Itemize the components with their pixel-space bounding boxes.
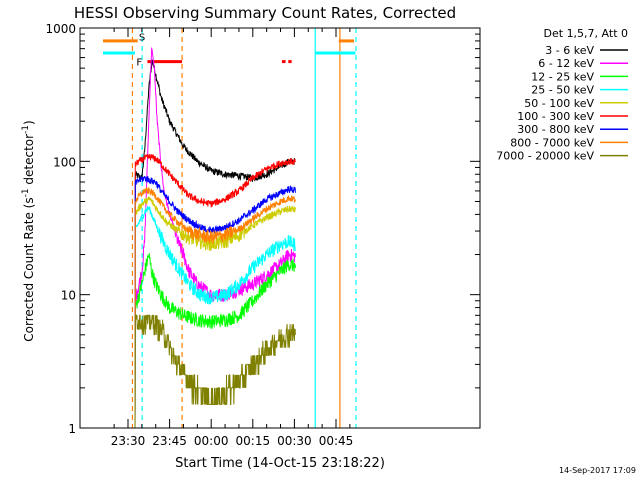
footer-date: 14-Sep-2017 17:09 — [559, 466, 636, 475]
y-axis-label-end: ) — [22, 120, 36, 125]
plot-frame — [79, 27, 481, 429]
x-tick-label-3: 00:15 — [236, 434, 271, 448]
legend-label-4: 50 - 100 keV — [524, 97, 594, 110]
y-tick-label-3: 1000 — [45, 22, 76, 36]
x-tick-label-5: 00:45 — [319, 434, 354, 448]
legend-label-8: 7000 - 20000 keV — [496, 150, 594, 163]
series-line-5 — [134, 153, 296, 428]
x-axis-label: Start Time (14-Oct-15 23:18:22) — [175, 456, 385, 471]
x-tick-label-1: 23:45 — [152, 434, 187, 448]
x-tick-label-4: 00:30 — [277, 434, 312, 448]
legend-label-7: 800 - 7000 keV — [510, 136, 594, 149]
series-line-0 — [134, 59, 296, 428]
series-line-7 — [134, 186, 296, 428]
y-axis-label-main: Corrected Count Rate (s — [22, 197, 36, 341]
y-tick-label-0: 1 — [68, 422, 76, 436]
x-tick-label-0: 23:30 — [111, 434, 146, 448]
legend-label-2: 12 - 25 keV — [531, 70, 594, 83]
plot-inner: SF — [103, 28, 357, 428]
flag-s-label: S — [139, 33, 145, 44]
legend-label-3: 25 - 50 keV — [531, 84, 594, 97]
y-axis-label-sup2: -1 — [21, 125, 31, 134]
series-line-6 — [134, 175, 296, 428]
series-line-4 — [134, 196, 296, 428]
chart-title: HESSI Observing Summary Count Rates, Cor… — [74, 4, 456, 22]
series-line-2 — [134, 253, 296, 428]
y-axis-label-sup1: -1 — [21, 188, 31, 197]
legend-label-5: 100 - 300 keV — [517, 110, 594, 123]
legend-header: Det 1,5,7, Att 0 — [544, 27, 628, 40]
series-line-1 — [134, 46, 296, 428]
y-tick-label-2: 100 — [53, 155, 76, 169]
x-tick-label-2: 00:00 — [194, 434, 229, 448]
legend-label-0: 3 - 6 keV — [545, 44, 594, 57]
y-tick-label-1: 10 — [61, 289, 76, 303]
series-line-3 — [134, 205, 296, 428]
y-axis-label-mid: detector — [22, 134, 36, 189]
series-line-8 — [134, 314, 296, 428]
legend-label-6: 300 - 800 keV — [517, 123, 594, 136]
legend-label-1: 6 - 12 keV — [538, 57, 594, 70]
flag-f-label: F — [136, 58, 142, 69]
y-axis-label: Corrected Count Rate (s-1 detector-1) — [21, 120, 36, 341]
